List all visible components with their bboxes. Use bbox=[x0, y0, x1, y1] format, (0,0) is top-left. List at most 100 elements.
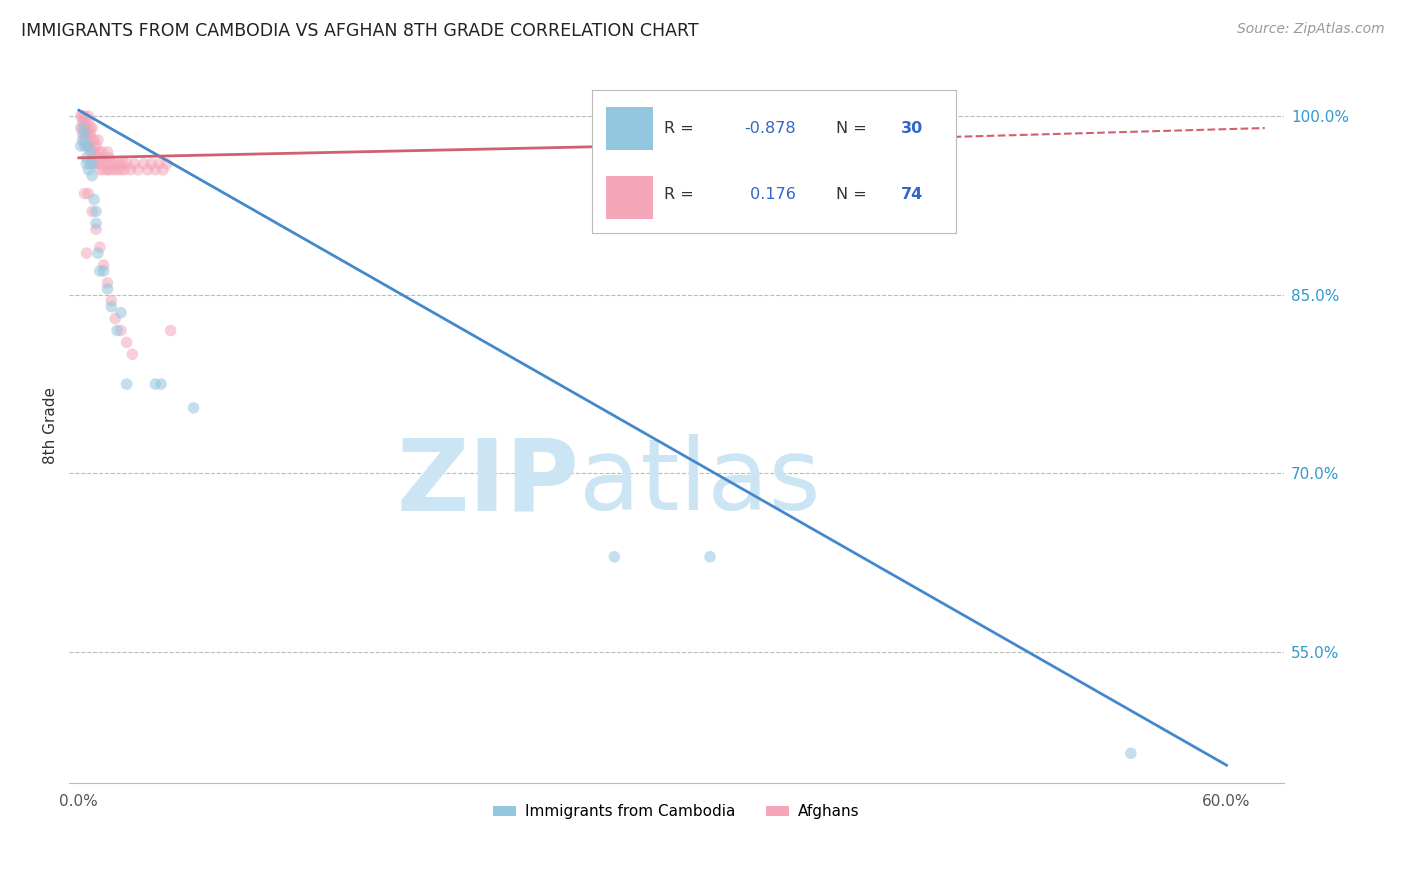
Point bbox=[122, 157, 145, 171]
Point bbox=[93, 162, 115, 177]
Point bbox=[183, 401, 205, 415]
Point bbox=[93, 151, 115, 165]
Point bbox=[87, 157, 110, 171]
Text: atlas: atlas bbox=[579, 434, 821, 532]
Point bbox=[108, 157, 131, 171]
Point bbox=[136, 162, 159, 177]
Point bbox=[110, 306, 132, 320]
Point bbox=[75, 139, 97, 153]
Point bbox=[79, 145, 101, 159]
Text: ZIP: ZIP bbox=[396, 434, 579, 532]
Point bbox=[115, 377, 138, 392]
Point bbox=[105, 162, 128, 177]
Point bbox=[110, 162, 132, 177]
Point bbox=[100, 293, 122, 308]
Point bbox=[69, 139, 91, 153]
Point bbox=[143, 162, 166, 177]
Point bbox=[90, 145, 112, 159]
Point bbox=[73, 186, 96, 201]
Point bbox=[72, 115, 94, 129]
Point bbox=[127, 162, 149, 177]
Point bbox=[72, 121, 94, 136]
Point bbox=[77, 186, 100, 201]
Point bbox=[96, 282, 118, 296]
Point bbox=[120, 162, 142, 177]
Text: IMMIGRANTS FROM CAMBODIA VS AFGHAN 8TH GRADE CORRELATION CHART: IMMIGRANTS FROM CAMBODIA VS AFGHAN 8TH G… bbox=[21, 22, 699, 40]
Point bbox=[84, 204, 107, 219]
Point bbox=[93, 258, 115, 272]
Point bbox=[73, 133, 96, 147]
Point bbox=[84, 151, 107, 165]
Point bbox=[103, 162, 125, 177]
Point bbox=[159, 324, 181, 338]
Point bbox=[75, 157, 97, 171]
Point bbox=[98, 162, 121, 177]
Point bbox=[132, 157, 155, 171]
Point bbox=[111, 157, 134, 171]
Point bbox=[82, 157, 104, 171]
Point bbox=[82, 121, 104, 136]
Point bbox=[115, 157, 138, 171]
Point bbox=[114, 162, 136, 177]
Point bbox=[77, 127, 100, 141]
Point bbox=[83, 145, 105, 159]
Point bbox=[75, 121, 97, 136]
Point bbox=[72, 109, 94, 123]
Point bbox=[79, 157, 101, 171]
Y-axis label: 8th Grade: 8th Grade bbox=[44, 387, 58, 464]
Point bbox=[75, 127, 97, 141]
Point bbox=[98, 151, 121, 165]
Point bbox=[152, 162, 174, 177]
Point bbox=[77, 115, 100, 129]
Point bbox=[83, 193, 105, 207]
Point bbox=[96, 276, 118, 290]
Point bbox=[110, 324, 132, 338]
Point bbox=[69, 121, 91, 136]
Point bbox=[121, 347, 143, 361]
Point bbox=[141, 157, 163, 171]
Point bbox=[87, 145, 110, 159]
Point bbox=[84, 216, 107, 230]
Point bbox=[77, 109, 100, 123]
Point bbox=[148, 157, 170, 171]
Point bbox=[72, 127, 94, 141]
Point bbox=[73, 139, 96, 153]
Point bbox=[83, 133, 105, 147]
Point bbox=[1119, 746, 1142, 760]
Point bbox=[73, 127, 96, 141]
Point bbox=[82, 204, 104, 219]
Point bbox=[77, 139, 100, 153]
Point bbox=[104, 311, 127, 326]
Point bbox=[100, 157, 122, 171]
Point bbox=[94, 157, 117, 171]
Point bbox=[82, 145, 104, 159]
Point bbox=[87, 133, 110, 147]
Point bbox=[150, 377, 173, 392]
Text: Source: ZipAtlas.com: Source: ZipAtlas.com bbox=[1237, 22, 1385, 37]
Point bbox=[73, 121, 96, 136]
Point bbox=[96, 145, 118, 159]
Point bbox=[156, 157, 179, 171]
Point bbox=[89, 162, 111, 177]
Point bbox=[96, 162, 118, 177]
Point bbox=[77, 162, 100, 177]
Point bbox=[84, 222, 107, 236]
Point bbox=[83, 157, 105, 171]
Point bbox=[69, 109, 91, 123]
Point bbox=[89, 240, 111, 254]
Point bbox=[143, 377, 166, 392]
Point bbox=[100, 300, 122, 314]
Point bbox=[93, 264, 115, 278]
Point bbox=[699, 549, 721, 564]
Point bbox=[84, 139, 107, 153]
Point bbox=[77, 139, 100, 153]
Point bbox=[73, 115, 96, 129]
Point bbox=[75, 151, 97, 165]
Point bbox=[79, 121, 101, 136]
Point bbox=[89, 264, 111, 278]
Point bbox=[82, 169, 104, 183]
Point bbox=[73, 109, 96, 123]
Point bbox=[104, 157, 127, 171]
Point bbox=[75, 246, 97, 260]
Point bbox=[79, 139, 101, 153]
